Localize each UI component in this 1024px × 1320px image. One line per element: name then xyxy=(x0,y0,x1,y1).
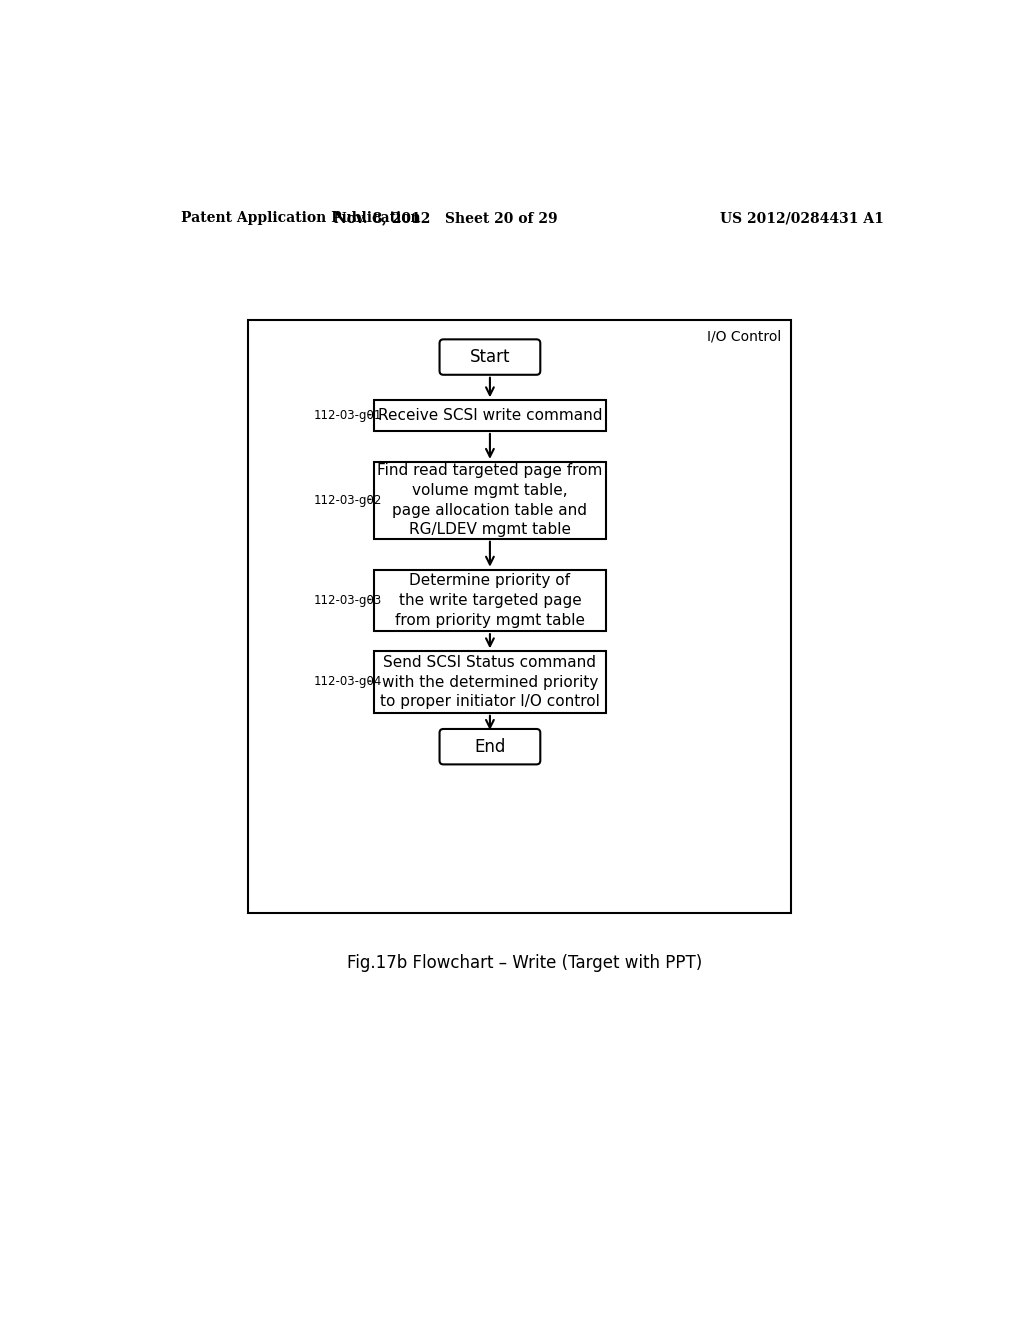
FancyBboxPatch shape xyxy=(374,400,606,430)
FancyBboxPatch shape xyxy=(439,729,541,764)
FancyBboxPatch shape xyxy=(374,462,606,539)
Text: Start: Start xyxy=(470,348,510,366)
Text: Receive SCSI write command: Receive SCSI write command xyxy=(378,408,602,424)
Text: US 2012/0284431 A1: US 2012/0284431 A1 xyxy=(720,211,884,226)
Text: Determine priority of
the write targeted page
from priority mgmt table: Determine priority of the write targeted… xyxy=(395,573,585,628)
FancyBboxPatch shape xyxy=(439,339,541,375)
Text: Fig.17b Flowchart – Write (Target with PPT): Fig.17b Flowchart – Write (Target with P… xyxy=(347,954,702,972)
Text: 112-03-g04: 112-03-g04 xyxy=(313,676,382,689)
FancyBboxPatch shape xyxy=(374,651,606,713)
Text: 112-03-g02: 112-03-g02 xyxy=(313,494,382,507)
Text: End: End xyxy=(474,738,506,755)
Text: 112-03-g03: 112-03-g03 xyxy=(313,594,382,607)
Text: Send SCSI Status command
with the determined priority
to proper initiator I/O co: Send SCSI Status command with the determ… xyxy=(380,655,600,709)
Text: 112-03-g01: 112-03-g01 xyxy=(313,409,382,422)
Text: Nov. 8, 2012   Sheet 20 of 29: Nov. 8, 2012 Sheet 20 of 29 xyxy=(334,211,557,226)
FancyBboxPatch shape xyxy=(374,570,606,631)
FancyBboxPatch shape xyxy=(248,321,791,913)
Text: I/O Control: I/O Control xyxy=(708,330,781,343)
Text: Patent Application Publication: Patent Application Publication xyxy=(180,211,420,226)
Text: Find read targeted page from
volume mgmt table,
page allocation table and
RG/LDE: Find read targeted page from volume mgmt… xyxy=(377,463,602,537)
